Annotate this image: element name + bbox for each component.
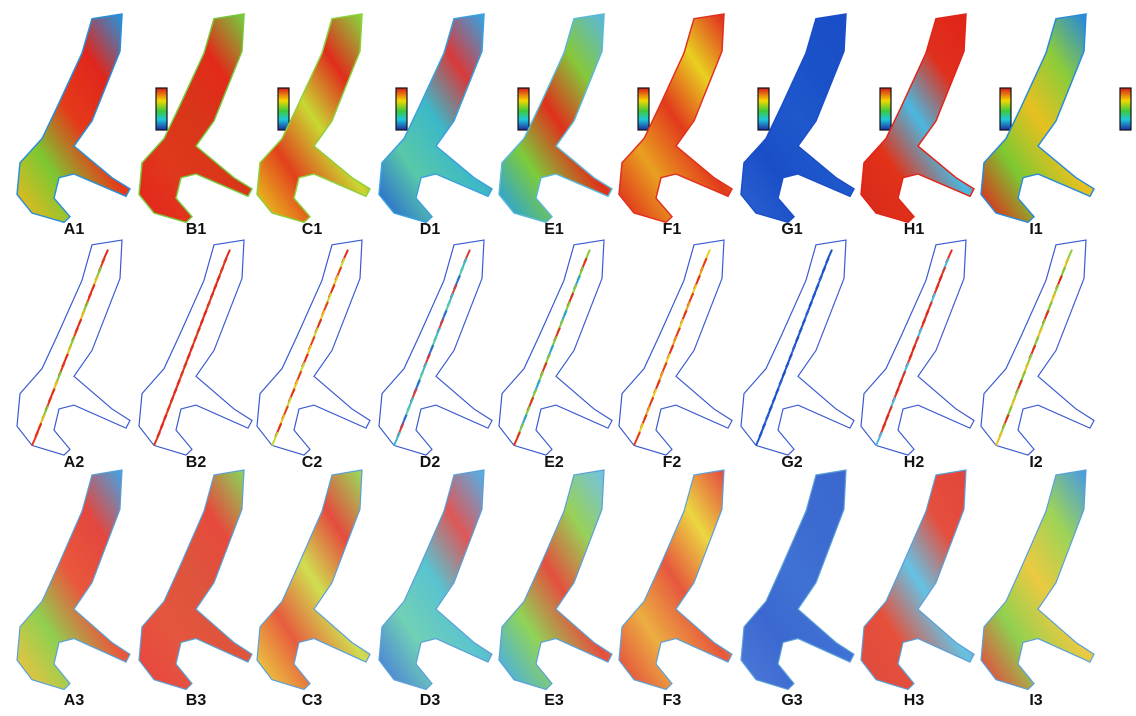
panel bbox=[619, 240, 732, 455]
panel-label: C3 bbox=[302, 692, 323, 709]
panel bbox=[257, 14, 370, 222]
panel-label: E1 bbox=[544, 221, 564, 238]
panel-label: A1 bbox=[64, 221, 85, 238]
panel bbox=[257, 470, 370, 690]
panel-label: D2 bbox=[420, 454, 441, 471]
panel-label: G2 bbox=[781, 454, 802, 471]
panel-label: I3 bbox=[1029, 692, 1042, 709]
panel-label: D3 bbox=[420, 692, 441, 709]
panel bbox=[619, 470, 732, 690]
panel bbox=[981, 470, 1094, 690]
vessel-outline bbox=[981, 470, 1094, 690]
panel bbox=[379, 470, 492, 690]
panel-label: F3 bbox=[663, 692, 682, 709]
vessel-outline bbox=[741, 240, 854, 455]
vessel bbox=[981, 14, 1094, 222]
panel bbox=[17, 240, 130, 455]
panel bbox=[981, 14, 1094, 222]
panel-label: H3 bbox=[904, 692, 925, 709]
panel-label: E3 bbox=[544, 692, 564, 709]
colorbar bbox=[880, 88, 891, 130]
panel bbox=[257, 240, 370, 455]
panel-label: B3 bbox=[186, 692, 207, 709]
vessel bbox=[17, 14, 130, 222]
vessel-outline bbox=[139, 470, 252, 690]
panel-label: H2 bbox=[904, 454, 925, 471]
vessel-outline bbox=[499, 240, 612, 455]
panel-label: E2 bbox=[544, 454, 564, 471]
colorbar bbox=[278, 88, 289, 130]
vessel-outline bbox=[499, 470, 612, 690]
panel bbox=[499, 14, 612, 222]
vessel-outline bbox=[379, 240, 492, 455]
panel bbox=[379, 240, 492, 455]
vessel-outline bbox=[861, 470, 974, 690]
panel bbox=[17, 470, 130, 690]
vessel-outline bbox=[379, 470, 492, 690]
vessel-outline bbox=[981, 240, 1094, 455]
colorbar bbox=[638, 88, 649, 130]
colorbar bbox=[1120, 88, 1131, 130]
panel bbox=[741, 240, 854, 455]
panel-label: A3 bbox=[64, 692, 85, 709]
vessel-outline bbox=[619, 240, 732, 455]
panel bbox=[499, 240, 612, 455]
vessel-outline bbox=[17, 240, 130, 455]
panel-label: F1 bbox=[663, 221, 682, 238]
vessel bbox=[257, 14, 370, 222]
panel-label: I2 bbox=[1029, 454, 1042, 471]
panel-label: H1 bbox=[904, 221, 925, 238]
vessel bbox=[619, 14, 732, 222]
panel-label: D1 bbox=[420, 221, 441, 238]
panel-label: A2 bbox=[64, 454, 85, 471]
vessel-outline bbox=[619, 470, 732, 690]
colorbar bbox=[1000, 88, 1011, 130]
vessel-outline bbox=[257, 240, 370, 455]
vessel bbox=[861, 14, 974, 222]
vessel-outline bbox=[17, 470, 130, 690]
vessel-outline bbox=[139, 240, 252, 455]
vessel-outline bbox=[861, 240, 974, 455]
panel bbox=[139, 240, 252, 455]
panel-label: F2 bbox=[663, 454, 682, 471]
colorbar bbox=[758, 88, 769, 130]
panel bbox=[499, 470, 612, 690]
panel bbox=[861, 240, 974, 455]
figure: A1 B1 C1 D1 E1 F1 G1 H1 I1 A2 B2 C2 D2 E2 F2 G2 H2 I2 A3 B3… bbox=[0, 0, 1136, 711]
page: {"panels": [ ["A1", "B1", "C1", "D1", "E… bbox=[0, 0, 1136, 711]
panel bbox=[861, 470, 974, 690]
vessel-outline bbox=[741, 470, 854, 690]
panel bbox=[861, 14, 974, 222]
panel-label: C2 bbox=[302, 454, 323, 471]
colorbar bbox=[518, 88, 529, 130]
vessel bbox=[499, 14, 612, 222]
colorbar bbox=[396, 88, 407, 130]
panel bbox=[981, 240, 1094, 455]
panel-label: B1 bbox=[186, 221, 207, 238]
colorbar bbox=[156, 88, 167, 130]
panel-label: C1 bbox=[302, 221, 323, 238]
panel-label: G3 bbox=[781, 692, 802, 709]
panel bbox=[139, 470, 252, 690]
vessel-outline bbox=[257, 470, 370, 690]
panel-label: B2 bbox=[186, 454, 207, 471]
panel bbox=[619, 14, 732, 222]
panel-label: G1 bbox=[781, 221, 802, 238]
panel-label: I1 bbox=[1029, 221, 1042, 238]
panel bbox=[741, 470, 854, 690]
panel bbox=[17, 14, 130, 222]
